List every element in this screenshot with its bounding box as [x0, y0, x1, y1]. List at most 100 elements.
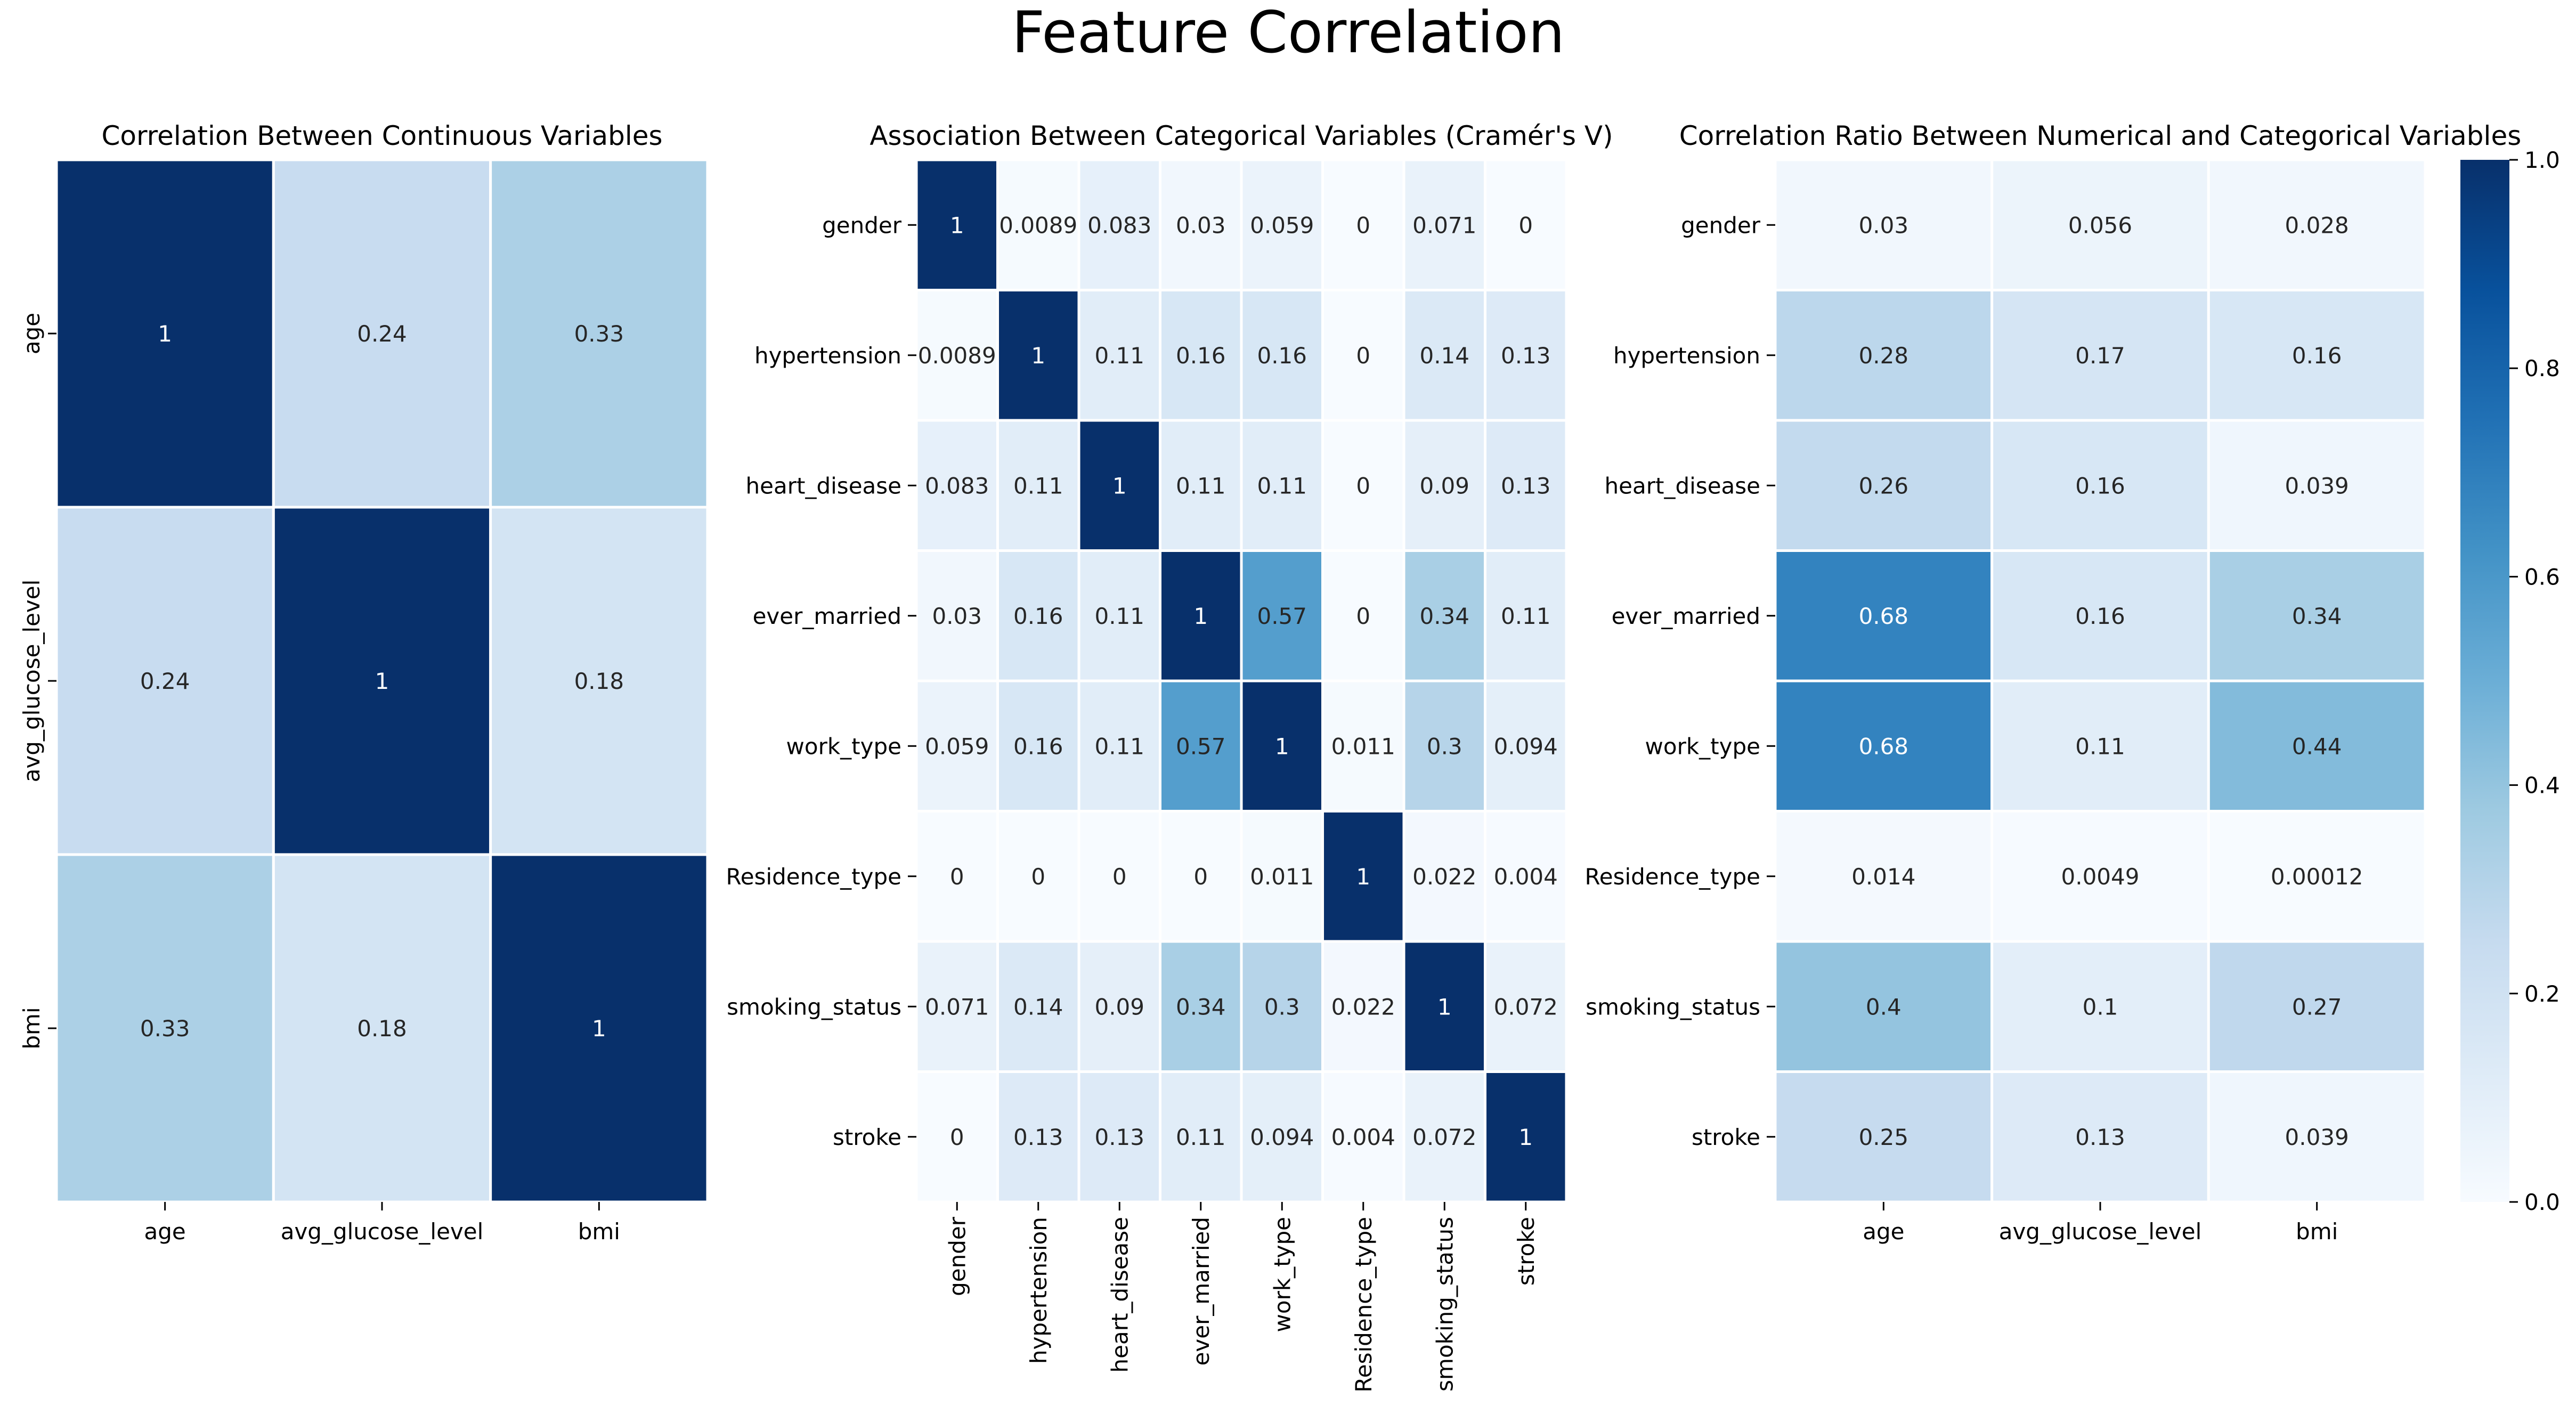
cell-value-label: 0.11 [1176, 473, 1226, 499]
heatmap-cell-smoking-status-age [1774, 940, 1994, 1073]
y-tick-label: bmi [19, 1007, 45, 1049]
y-tick-label: work_type [1645, 733, 1760, 759]
cell-value-label: 0.00012 [2271, 864, 2363, 890]
cell-value-label: 0.14 [1013, 994, 1063, 1020]
cell-value-label: 0.09 [1419, 473, 1469, 499]
x-tick-label: work_type [1269, 1217, 1295, 1332]
x-tick-label: age [1863, 1218, 1904, 1245]
cell-value-label: 0.34 [1419, 603, 1469, 629]
cell-value-label: 0.11 [1094, 733, 1144, 759]
cell-value-label: 1 [950, 212, 964, 238]
cell-value-label: 1 [158, 321, 172, 347]
cell-value-label: 1 [1193, 603, 1208, 629]
cell-value-label: 0.24 [357, 321, 407, 347]
cell-value-label: 0.57 [1257, 603, 1307, 629]
cell-value-label: 0.022 [1412, 864, 1476, 890]
cell-value-label: 0.0089 [999, 212, 1077, 238]
heatmap-cell-bmi-avg-glucose-level [272, 853, 492, 1204]
heatmap-cell-avg-glucose-level-bmi [489, 506, 709, 856]
cell-value-label: 0.094 [1494, 733, 1558, 759]
y-tick-label: hypertension [754, 343, 901, 369]
heatmap-cell-ever-married-age [1774, 549, 1994, 682]
cell-value-label: 0.11 [1501, 603, 1551, 629]
heatmap-cell-hypertension-bmi [2207, 289, 2427, 422]
colorbar: 0.0 0.2 0.4 0.6 0.8 1.0 [2460, 147, 2560, 1215]
y-tick-label: Residence_type [726, 864, 901, 890]
heatmap-cell-residence-type-ever-married [1159, 810, 1243, 943]
heatmap-cell-residence-type-hypertension [996, 810, 1080, 943]
heatmap-cell-age-avg-glucose-level [272, 158, 492, 509]
cell-value-label: 0 [1112, 864, 1127, 890]
y-tick-label: work_type [786, 733, 901, 759]
cell-value-label: 1 [1275, 733, 1289, 759]
cell-value-label: 0.26 [1859, 473, 1909, 499]
heatmap-cell-hypertension-residence-type [1321, 289, 1405, 422]
cell-value-label: 0.3 [1264, 994, 1300, 1020]
cell-value-label: 0.13 [1501, 473, 1551, 499]
cell-value-label: 0.11 [1176, 1124, 1226, 1150]
heatmap-cell-smoking-status-work-type [1240, 940, 1324, 1073]
colorbar-tick-label: 0.8 [2524, 355, 2560, 381]
cell-value-label: 0.68 [1859, 733, 1909, 759]
y-tick-label: smoking_status [1586, 994, 1760, 1020]
heatmap-cell-heart-disease-stroke [1484, 419, 1568, 552]
y-tick-label: hypertension [1613, 343, 1760, 369]
cell-value-label: 0.16 [2292, 343, 2342, 369]
heatmap-cell-residence-type-work-type [1240, 810, 1324, 943]
cell-value-label: 0.16 [1013, 603, 1063, 629]
x-tick-label: avg_glucose_level [281, 1218, 484, 1245]
cell-value-label: 0.11 [1013, 473, 1063, 499]
heatmap-cell-stroke-heart-disease [1077, 1070, 1161, 1204]
x-tick-label: Residence_type [1351, 1217, 1377, 1393]
cell-value-label: 0.11 [2075, 733, 2125, 759]
x-tick-label: hypertension [1026, 1217, 1052, 1364]
heatmap-cell-hypertension-avg-glucose-level [1990, 289, 2210, 422]
heatmap-cell-heart-disease-gender [915, 419, 999, 552]
heatmap-cell-ever-married-avg-glucose-level [1990, 549, 2210, 682]
heatmap-cell-work-type-residence-type [1321, 679, 1405, 812]
heatmap-cell-smoking-status-residence-type [1321, 940, 1405, 1073]
heatmap-cell-gender-work-type [1240, 158, 1324, 291]
cell-value-label: 0.18 [574, 668, 624, 694]
cell-value-label: 0.14 [1419, 343, 1469, 369]
heatmap-cell-gender-stroke [1484, 158, 1568, 291]
cell-value-label: 0.03 [932, 603, 982, 629]
cell-value-label: 0.1 [2083, 994, 2118, 1020]
heatmap-cell-stroke-residence-type [1321, 1070, 1405, 1204]
heatmap-correlation-ratio: Correlation Ratio Between Numerical and … [1584, 120, 2521, 1245]
cell-value-label: 0.34 [1176, 994, 1226, 1020]
heatmap-cell-avg-glucose-level-avg-glucose-level [272, 506, 492, 856]
heatmap-cell-stroke-gender [915, 1070, 999, 1204]
heatmap-cell-smoking-status-bmi [2207, 940, 2427, 1073]
y-tick-label: heart_disease [746, 473, 901, 499]
cell-value-label: 0.27 [2292, 994, 2342, 1020]
cell-value-label: 0.16 [1257, 343, 1307, 369]
colorbar-tick-label: 0.2 [2524, 981, 2560, 1007]
heatmap-cell-work-type-bmi [2207, 679, 2427, 812]
cell-value-label: 0.071 [925, 994, 989, 1020]
heatmap-cell-stroke-bmi [2207, 1070, 2427, 1204]
cell-value-label: 0 [950, 864, 964, 890]
heatmap-cell-ever-married-heart-disease [1077, 549, 1161, 682]
cell-value-label: 1 [375, 668, 389, 694]
y-tick-label: ever_married [753, 603, 901, 629]
cell-value-label: 0.17 [2075, 343, 2125, 369]
cell-value-label: 0.13 [1501, 343, 1551, 369]
heatmap-cell-heart-disease-hypertension [996, 419, 1080, 552]
cell-value-label: 0.083 [925, 473, 989, 499]
heatmap-cell-ever-married-bmi [2207, 549, 2427, 682]
heatmap-cell-residence-type-bmi [2207, 810, 2427, 943]
cell-value-label: 0.072 [1412, 1124, 1476, 1150]
colorbar-tick-label: 0.6 [2524, 564, 2560, 590]
heatmap-cell-hypertension-smoking-status [1402, 289, 1486, 422]
x-tick-label: age [144, 1218, 186, 1245]
cell-value-label: 0.13 [2075, 1124, 2125, 1150]
heatmap-cell-gender-heart-disease [1077, 158, 1161, 291]
cell-value-label: 0.039 [2285, 473, 2349, 499]
cell-value-label: 0.004 [1494, 864, 1558, 890]
heatmap-cell-ever-married-hypertension [996, 549, 1080, 682]
cell-value-label: 0.09 [1094, 994, 1144, 1020]
cell-value-label: 0.68 [1859, 603, 1909, 629]
heatmap-cell-hypertension-stroke [1484, 289, 1568, 422]
cell-value-label: 1 [592, 1015, 606, 1042]
